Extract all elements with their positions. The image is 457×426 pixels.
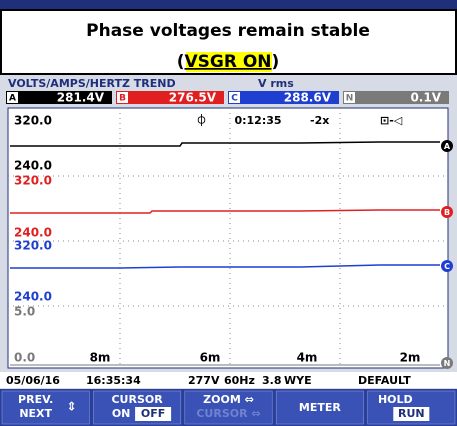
trace-marker [441, 140, 453, 152]
phase-label: B [119, 94, 126, 104]
scale-label: 240.0 [14, 159, 52, 173]
subtitle-suffix: ) [272, 52, 280, 72]
phase-label: A [9, 94, 16, 104]
trace-b [10, 209, 440, 214]
softkey-highlight: RUN [398, 407, 425, 420]
softkey [275, 390, 364, 425]
softkey [184, 390, 273, 425]
status-item: 60Hz [224, 374, 255, 387]
phase-label: N [346, 94, 354, 104]
top-strip [0, 0, 457, 10]
trace-marker [441, 260, 453, 272]
softkey-symbol: ⇕ [67, 400, 77, 414]
softkey-label: NEXT [19, 407, 52, 420]
status-item: 16:35:34 [86, 374, 141, 387]
reading-box [6, 91, 112, 104]
screen-mode: VOLTS/AMPS/HERTZ TREND [8, 77, 176, 90]
softkey-label: PREV. [18, 393, 53, 406]
status-icons: ⊡-◁ [380, 114, 403, 127]
status-item: 277V [188, 374, 220, 387]
softkey-label: CURSOR ⇔ [196, 407, 260, 420]
plot-area [7, 107, 449, 369]
scale-label: 240.0 [14, 226, 52, 240]
time-label: 6m [200, 351, 221, 365]
highlight-bg [186, 52, 272, 72]
status-item: DEFAULT [358, 374, 411, 387]
scale-label: 320.0 [14, 239, 52, 253]
caption-title: Phase voltages remain stable [86, 21, 370, 41]
screen-unit: V rms [258, 77, 294, 90]
scale-label: 320.0 [14, 174, 52, 188]
status-item: 05/06/16 [6, 374, 60, 387]
phase-tag [229, 92, 240, 103]
phase-tag [344, 92, 355, 103]
softkey-highlight-bg [393, 407, 430, 421]
softkey-label: ON [112, 407, 131, 420]
reading-value: 288.6V [284, 91, 332, 105]
reading-value: 281.4V [57, 91, 105, 105]
trace-marker [441, 206, 453, 218]
trace-marker-label: C [444, 262, 450, 271]
softkey-label: METER [299, 401, 341, 414]
trace-marker-label: N [444, 359, 451, 368]
status-item: 3.8 [262, 374, 282, 387]
trace-c [10, 264, 440, 269]
reading-box [228, 91, 339, 104]
elapsed-time: 0:12:35 [234, 114, 281, 127]
softkey [1, 390, 90, 425]
status-item: WYE [284, 374, 312, 387]
scale-label: 5.0 [14, 305, 35, 319]
softkey-label: HOLD [378, 393, 413, 406]
reading-box [116, 91, 224, 104]
time-label: 8m [90, 351, 111, 365]
status-bar [0, 372, 457, 388]
softkey-highlight-bg [135, 407, 172, 421]
caption-subtitle: (VSGR ON) [177, 52, 280, 72]
reading-box [343, 91, 449, 104]
phase-tag [7, 92, 18, 103]
softkey-highlight: OFF [141, 407, 165, 420]
trace-marker [441, 357, 453, 369]
grid [8, 108, 448, 368]
scale-label: 240.0 [14, 290, 52, 304]
softkey-label: ZOOM ⇔ [203, 393, 254, 406]
time-label: 2m [400, 351, 421, 365]
time-label: 4m [297, 351, 318, 365]
reading-value: 276.5V [169, 91, 217, 105]
subtitle-highlight: VSGR ON [184, 52, 271, 72]
subtitle-prefix: ( [177, 52, 185, 72]
trace-marker-label: B [444, 208, 450, 217]
zoom-level: -2x [310, 114, 329, 127]
trace-marker-label: A [444, 142, 451, 151]
cursor-icon: ⏀ [196, 113, 207, 127]
reading-value: 0.1V [410, 91, 441, 105]
phase-tag [117, 92, 128, 103]
scale-label: 320.0 [14, 114, 52, 128]
phase-label: C [231, 94, 238, 104]
softkey-label: CURSOR [111, 393, 163, 406]
scale-label: 0.0 [14, 351, 35, 365]
trace-a [10, 141, 440, 147]
